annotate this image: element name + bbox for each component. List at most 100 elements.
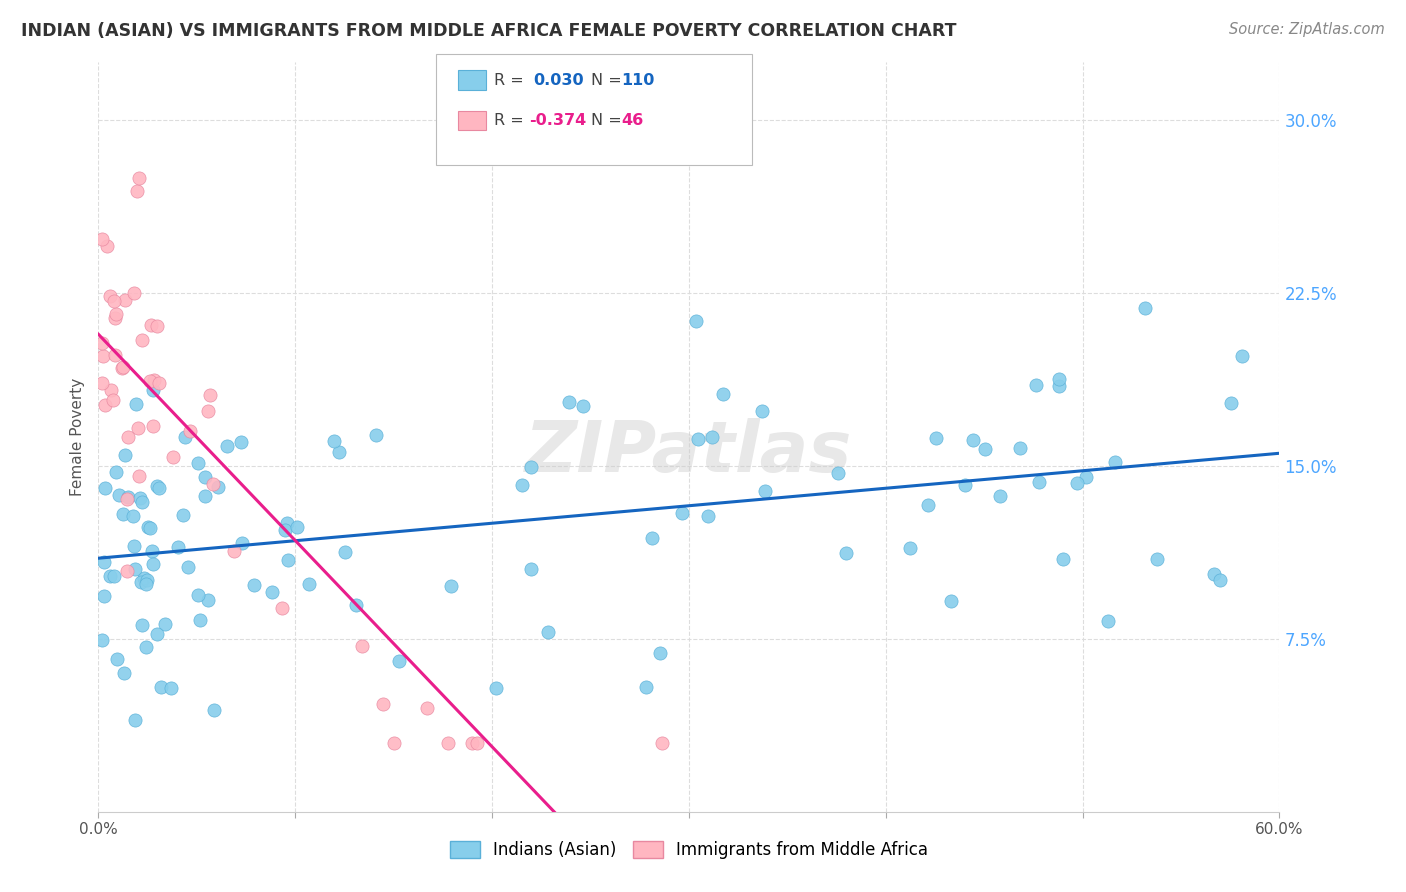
Point: [94, 398, 117, 412]
Point: [93, 589, 115, 603]
Point: [108, 488, 131, 502]
Point: [135, 573, 157, 587]
Point: [91, 376, 114, 390]
Point: [138, 521, 160, 535]
Point: [1010, 441, 1032, 455]
Point: [129, 491, 152, 506]
Point: [382, 735, 405, 749]
Point: [1230, 349, 1253, 363]
Point: [155, 616, 177, 631]
Point: [461, 735, 484, 749]
Point: [100, 383, 122, 397]
Point: [142, 373, 165, 387]
Point: [700, 430, 723, 444]
Point: [128, 469, 150, 483]
Point: [962, 434, 984, 448]
Point: [271, 600, 294, 615]
Point: [197, 592, 219, 607]
Point: [128, 170, 150, 185]
Point: [415, 701, 437, 715]
Point: [117, 490, 139, 504]
Point: [125, 397, 148, 411]
Point: [121, 509, 143, 524]
Point: [112, 507, 135, 521]
Point: [1049, 372, 1071, 386]
Point: [558, 395, 581, 409]
Point: [105, 652, 128, 666]
Point: [1146, 551, 1168, 566]
Text: R =: R =: [494, 73, 529, 87]
Point: [103, 569, 125, 583]
Point: [136, 520, 159, 534]
Point: [131, 618, 153, 632]
Point: [1066, 475, 1088, 490]
Point: [1052, 552, 1074, 566]
Point: [202, 477, 225, 491]
Point: [520, 459, 543, 474]
Point: [276, 516, 298, 531]
Point: [179, 424, 201, 438]
Point: [1209, 573, 1232, 587]
Point: [898, 541, 921, 555]
Point: [159, 681, 181, 695]
Point: [697, 509, 720, 524]
Point: [485, 681, 508, 696]
Point: [142, 419, 165, 434]
Point: [231, 536, 253, 550]
Point: [688, 432, 710, 446]
Point: [105, 306, 128, 320]
Point: [166, 540, 188, 554]
Point: [671, 506, 693, 520]
Point: [1047, 379, 1070, 393]
Point: [651, 735, 673, 749]
Point: [104, 311, 127, 326]
Point: [222, 544, 245, 558]
Point: [141, 544, 163, 558]
Point: [124, 562, 146, 576]
Point: [103, 293, 125, 308]
Text: 110: 110: [621, 73, 655, 87]
Point: [285, 519, 308, 533]
Point: [988, 490, 1011, 504]
Text: INDIAN (ASIAN) VS IMMIGRANTS FROM MIDDLE AFRICA FEMALE POVERTY CORRELATION CHART: INDIAN (ASIAN) VS IMMIGRANTS FROM MIDDLE…: [21, 22, 956, 40]
Point: [648, 646, 671, 660]
Point: [177, 559, 200, 574]
Point: [1028, 475, 1050, 489]
Point: [91, 335, 114, 350]
Text: R =: R =: [494, 113, 529, 128]
Point: [104, 348, 127, 362]
Point: [243, 578, 266, 592]
Point: [114, 448, 136, 462]
Point: [277, 553, 299, 567]
Point: [103, 393, 125, 408]
Point: [328, 445, 350, 459]
Point: [91, 632, 114, 647]
Text: 0.030: 0.030: [533, 73, 583, 87]
Point: [917, 498, 939, 512]
Point: [93, 481, 115, 495]
Point: [260, 585, 283, 599]
Point: [215, 439, 238, 453]
Point: [364, 427, 387, 442]
Point: [827, 467, 849, 481]
Legend: Indians (Asian), Immigrants from Middle Africa: Indians (Asian), Immigrants from Middle …: [441, 832, 936, 867]
Point: [117, 430, 139, 444]
Point: [96, 239, 118, 253]
Point: [352, 639, 374, 653]
Point: [197, 404, 219, 418]
Point: [124, 539, 146, 553]
Point: [925, 431, 948, 445]
Point: [440, 579, 463, 593]
Point: [1104, 455, 1126, 469]
Point: [145, 318, 167, 333]
Point: [520, 562, 543, 576]
Point: [150, 680, 173, 694]
Point: [1220, 396, 1243, 410]
Point: [135, 640, 157, 655]
Point: [142, 383, 165, 397]
Point: [1202, 566, 1225, 581]
Point: [145, 479, 167, 493]
Point: [835, 546, 858, 560]
Point: [174, 430, 197, 444]
Point: [344, 598, 367, 612]
